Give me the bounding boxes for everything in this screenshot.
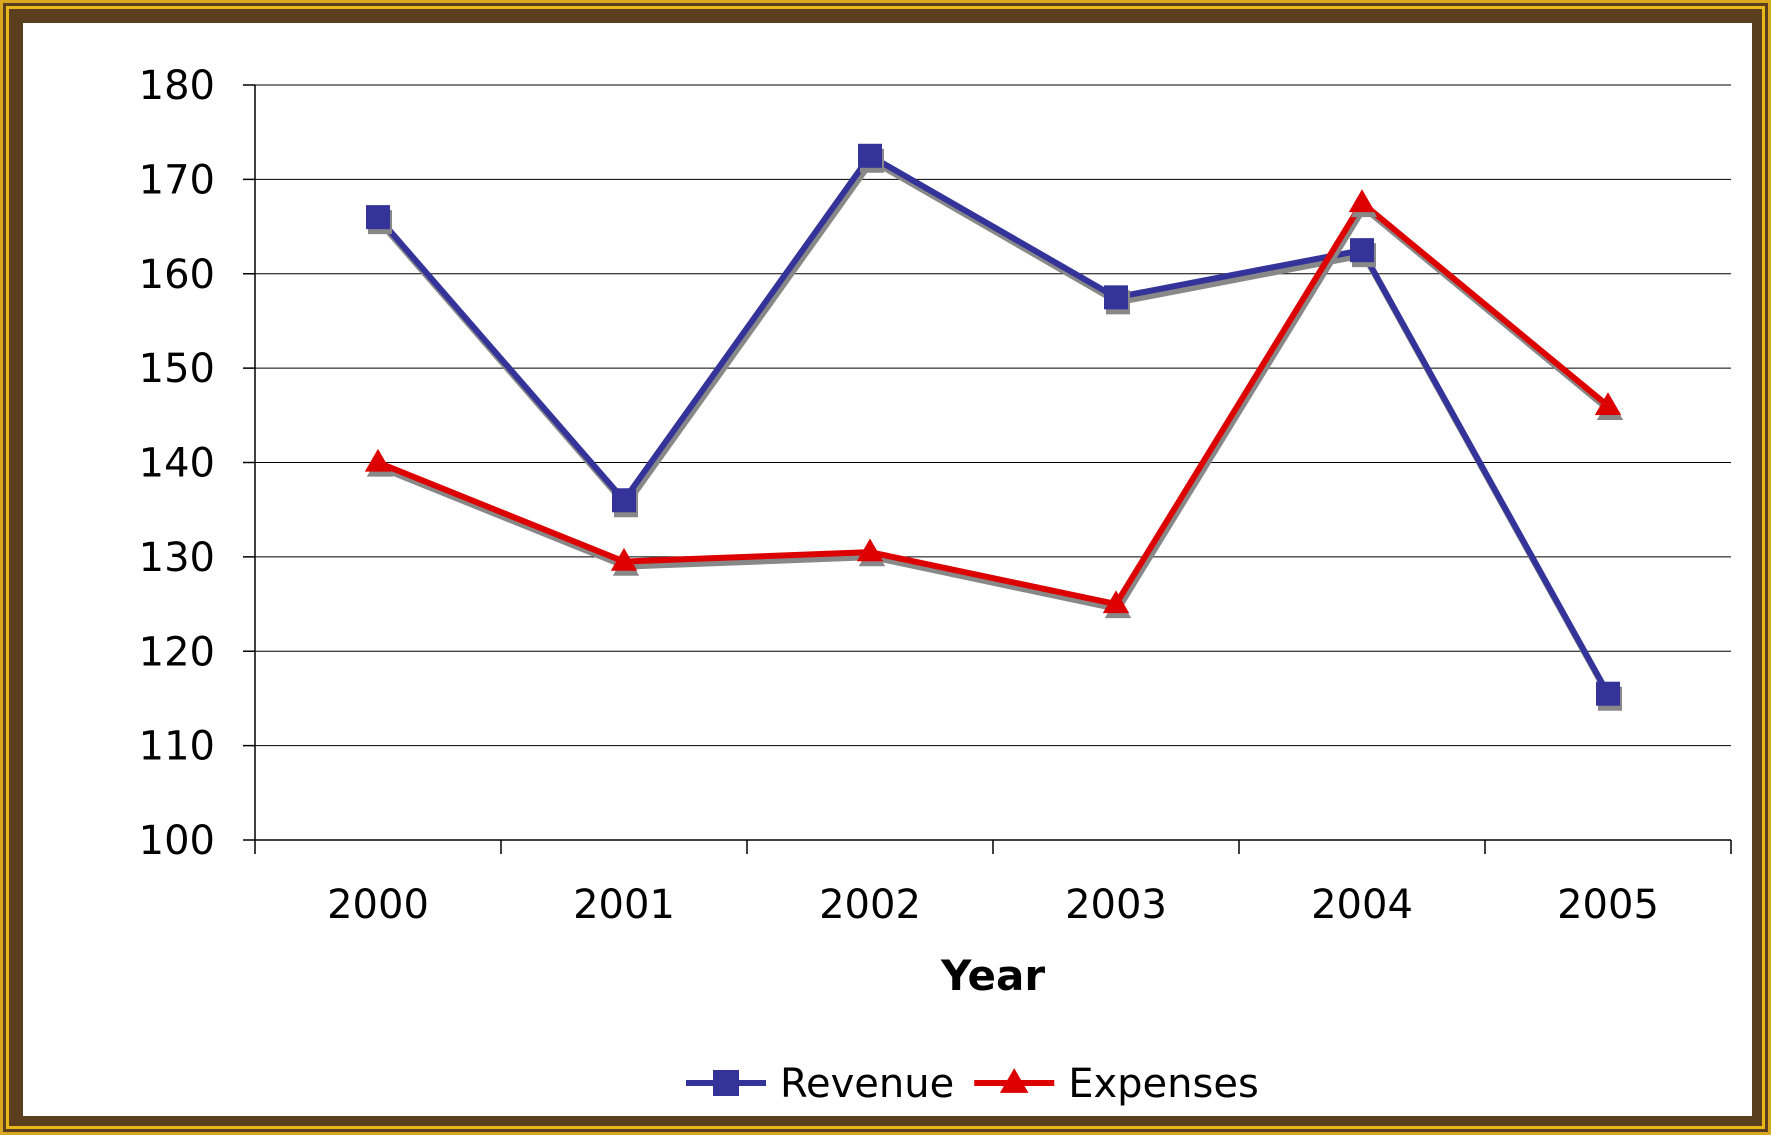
y-tick-label: 130 xyxy=(139,535,215,581)
chart-inner-border xyxy=(6,6,1765,1129)
y-tick-label: 140 xyxy=(139,441,215,487)
data-point xyxy=(610,547,638,571)
legend: Revenue Expenses xyxy=(686,1061,1259,1107)
legend-label: Expenses xyxy=(1068,1061,1259,1107)
data-point xyxy=(1594,392,1622,415)
y-tick-label: 180 xyxy=(139,63,215,109)
legend-item-revenue: Revenue xyxy=(686,1061,954,1107)
data-point xyxy=(1596,681,1620,706)
x-axis-title: Year xyxy=(940,951,1045,1000)
x-tick-label: 2005 xyxy=(1557,882,1659,928)
y-tick-labels: 100 110 120 130 140 150 160 170 180 xyxy=(139,63,215,864)
data-point xyxy=(1104,285,1128,310)
legend-swatch-marker xyxy=(999,1068,1029,1093)
series xyxy=(364,143,1624,711)
data-point xyxy=(366,205,390,230)
data-point xyxy=(1102,590,1130,614)
data-point xyxy=(1350,238,1374,263)
data-point xyxy=(858,143,882,168)
series-revenue xyxy=(366,143,1622,711)
legend-item-expenses: Expenses xyxy=(974,1061,1259,1107)
data-point xyxy=(1348,189,1376,213)
series-line xyxy=(376,199,1610,608)
data-point xyxy=(364,448,392,472)
y-tick-label: 110 xyxy=(139,724,215,770)
chart-panel xyxy=(23,23,1752,1116)
series-line xyxy=(375,152,1611,696)
legend-label: Revenue xyxy=(780,1061,954,1107)
x-tick-label: 2004 xyxy=(1311,882,1413,928)
x-tick-label: 2001 xyxy=(573,882,675,928)
gridlines xyxy=(243,84,1732,854)
y-tick-label: 150 xyxy=(139,346,215,392)
data-point xyxy=(612,488,636,513)
x-tick-label: 2000 xyxy=(327,882,429,928)
y-tick-label: 120 xyxy=(139,629,215,675)
y-tick-label: 100 xyxy=(139,818,215,864)
legend-swatch-marker xyxy=(713,1070,739,1096)
series-expenses xyxy=(364,189,1624,619)
data-point xyxy=(856,538,884,562)
x-tick-label: 2003 xyxy=(1065,882,1167,928)
axes xyxy=(254,85,1731,841)
x-tick-label: 2002 xyxy=(819,882,921,928)
y-tick-label: 170 xyxy=(139,157,215,203)
series-line-shadow xyxy=(378,204,1612,613)
y-tick-label: 160 xyxy=(139,252,215,298)
x-tick-labels: 2000 2001 2002 2003 2004 2005 xyxy=(327,882,1659,928)
